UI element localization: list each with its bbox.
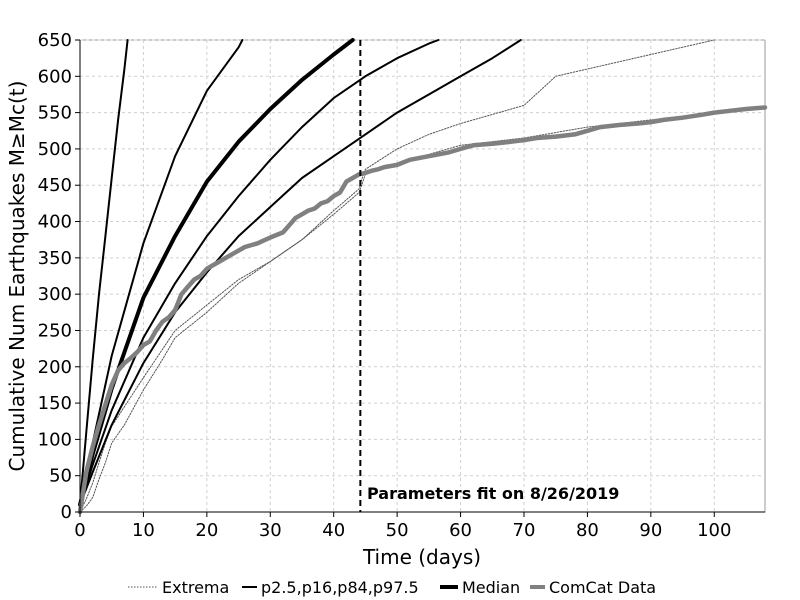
x-tick-label: 80 [576, 520, 599, 541]
plot-area [79, 39, 766, 513]
comcat-data-line [77, 105, 768, 515]
x-tick-label: 40 [322, 520, 345, 541]
y-tick-label: 350 [38, 248, 72, 269]
y-tick-label: 400 [38, 212, 72, 233]
legend-label-percentiles: p2.5,p16,p84,p97.5 [261, 578, 419, 597]
y-tick-label: 50 [49, 466, 72, 487]
x-tick-label: 30 [259, 520, 282, 541]
grid-lines [80, 39, 765, 512]
percentile-line [79, 39, 522, 506]
x-tick-label: 90 [639, 520, 662, 541]
y-tick-label: 550 [38, 103, 72, 124]
x-tick-label: 10 [132, 520, 155, 541]
axes: 0 10 20 30 40 50 60 70 80 90 100 0 50 100 150 200 250 300… [38, 30, 765, 541]
legend-label-comcat: ComCat Data [549, 578, 656, 597]
y-tick-label: 250 [38, 320, 72, 341]
y-tick-label: 650 [38, 30, 72, 51]
y-tick-label: 0 [61, 502, 72, 523]
y-tick-label: 300 [38, 284, 72, 305]
y-tick-label: 600 [38, 66, 72, 87]
y-tick-label: 100 [38, 429, 72, 450]
legend-label-extrema: Extrema [162, 578, 229, 597]
x-tick-label: 0 [74, 520, 85, 541]
legend: Extrema p2.5,p16,p84,p97.5 Median ComCat… [128, 578, 656, 597]
y-tick-label: 500 [38, 139, 72, 160]
y-tick-label: 150 [38, 393, 72, 414]
x-tick-label: 60 [449, 520, 472, 541]
y-tick-label: 200 [38, 357, 72, 378]
x-axis-title: Time (days) [362, 545, 481, 569]
x-tick-label: 100 [697, 520, 731, 541]
x-tick-label: 20 [195, 520, 218, 541]
y-axis-title: Cumulative Num Earthquakes M≥Mc(t) [5, 81, 29, 472]
series-layer [77, 38, 768, 515]
x-tick-label: 70 [513, 520, 536, 541]
y-tick-label: 450 [38, 175, 72, 196]
percentile-line [79, 39, 129, 506]
annotation-text: Parameters fit on 8/26/2019 [367, 484, 619, 503]
legend-label-median: Median [462, 578, 520, 597]
x-tick-label: 50 [386, 520, 409, 541]
percentile-line [79, 39, 440, 506]
